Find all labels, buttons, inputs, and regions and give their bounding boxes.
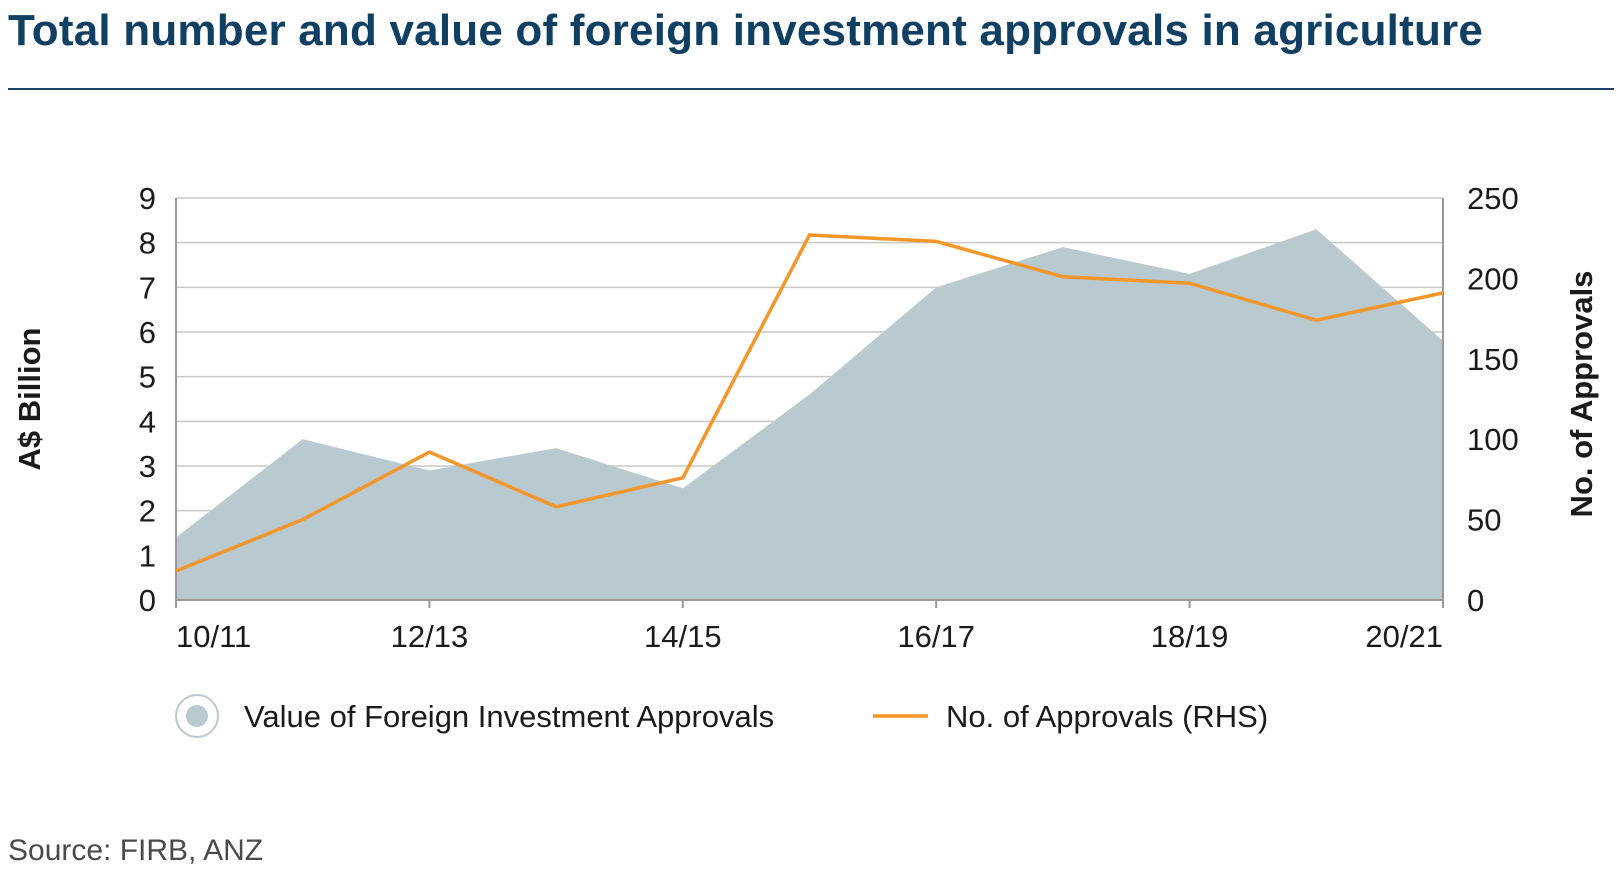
y-tick-label: 9 <box>139 181 156 216</box>
right-axis-ticks: 0 50 100 150 200 250 <box>1467 181 1519 618</box>
source-note: Source: FIRB, ANZ <box>8 834 264 867</box>
approvals-points <box>175 234 1444 572</box>
y-tick-label: 1 <box>139 538 156 573</box>
x-tick-label: 14/15 <box>644 619 722 654</box>
x-tick-label: 20/21 <box>1365 619 1443 654</box>
x-tick-label: 16/17 <box>897 619 975 654</box>
x-tick-label: 10/11 <box>176 619 251 654</box>
y-tick-label: 8 <box>139 226 156 261</box>
legend-line-label: No. of Approvals (RHS) <box>946 699 1268 734</box>
y2-tick-label: 100 <box>1467 422 1519 457</box>
left-axis-ticks: 0 1 2 3 4 5 6 7 8 9 <box>139 181 156 618</box>
y2-tick-label: 50 <box>1467 503 1501 538</box>
y-tick-label: 5 <box>139 360 156 395</box>
y-tick-label: 3 <box>139 449 156 484</box>
x-axis-ticks: 10/11 12/13 14/15 16/17 18/19 20/21 <box>175 600 1444 654</box>
y-tick-label: 7 <box>139 270 156 305</box>
y2-tick-label: 200 <box>1467 261 1519 296</box>
title-divider <box>8 88 1614 90</box>
y-tick-label: 6 <box>139 315 156 350</box>
chart-title: Total number and value of foreign invest… <box>8 6 1484 55</box>
y-tick-label: 4 <box>139 404 156 439</box>
x-tick-label: 12/13 <box>391 619 469 654</box>
chart: 10/11 12/13 14/15 16/17 18/19 20/21 0 1 2 3 4 5 6 7 8 9… <box>12 181 1599 738</box>
y2-tick-label: 250 <box>1467 181 1519 216</box>
legend-area-label: Value of Foreign Investment Approvals <box>244 699 774 734</box>
y-tick-label: 2 <box>139 494 156 529</box>
y-axis-title: A$ Billion <box>12 328 47 471</box>
y2-axis-title: No. of Approvals <box>1564 271 1599 518</box>
legend-area-swatch <box>186 705 208 727</box>
y-tick-label: 0 <box>139 583 156 618</box>
y2-tick-label: 150 <box>1467 342 1519 377</box>
y2-tick-label: 0 <box>1467 583 1484 618</box>
value-area-series <box>176 229 1443 600</box>
x-tick-label: 18/19 <box>1151 619 1229 654</box>
legend: Value of Foreign Investment Approvals No.… <box>175 694 1268 738</box>
